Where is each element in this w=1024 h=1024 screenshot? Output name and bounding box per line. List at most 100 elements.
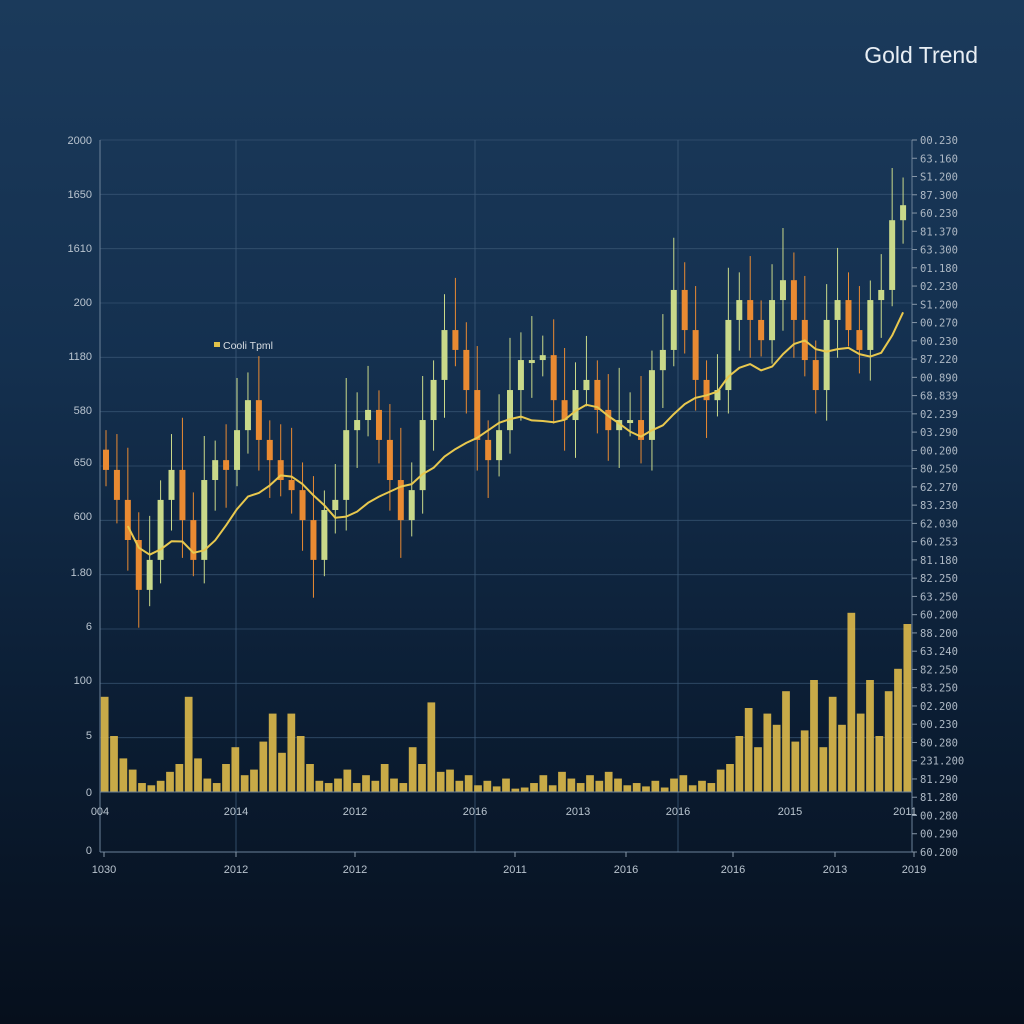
right-tick-label: 82.250 [920,573,958,585]
volume-bar [296,736,305,792]
candle-body [386,439,393,481]
right-tick-label: 62.270 [920,482,958,494]
y-tick-label: 1180 [68,351,92,363]
y-tick-label: 0 [86,787,92,799]
volume-bar [520,787,529,792]
candle-body [736,300,743,320]
volume-bar [548,785,557,792]
right-tick-label: 63.300 [920,245,958,257]
volume-bar [838,724,846,792]
x-tick-label: 2012 [343,864,367,876]
volume-bar [362,775,370,792]
right-tick-label: 81.180 [920,555,958,567]
volume-bar [492,786,501,792]
candle-body [594,379,601,410]
candle-body [725,319,732,391]
x-tick-label: 2013 [823,864,847,876]
candle-body [714,390,721,401]
volume-bar [716,769,725,792]
x-tick-label: 2016 [666,806,690,818]
candle-body [474,390,481,440]
right-tick-label: 03.290 [920,427,958,439]
volume-bar [754,747,762,792]
candle-body [299,490,306,521]
candle-body [441,330,448,380]
right-tick-label: 00.230 [920,135,958,147]
candle-body [244,400,251,431]
candle-body [288,480,295,491]
legend-label: Cooli Tpml [223,340,273,352]
y-tick-label: 200 [74,297,92,309]
candle-body [103,449,109,470]
candle-body [408,490,415,521]
candle-body [670,289,677,350]
candle-body [146,559,153,590]
volume-bar [847,612,856,792]
right-tick-label: 00.280 [920,810,958,822]
volume-bar [212,783,221,792]
x-tick-label: 2012 [343,806,367,818]
x-tick-label: 2012 [224,864,248,876]
volume-bar [698,780,706,792]
right-tick-label: 83.250 [920,683,958,695]
right-tick-label: S1.200 [920,299,958,311]
candle-body [758,319,765,341]
volume-bar [894,668,902,792]
right-tick-label: 63.250 [920,591,958,603]
candle-body [255,400,262,440]
candle-body [212,460,219,481]
volume-bar [184,696,193,792]
volume-bar [810,680,818,792]
candle-body [157,499,164,560]
volume-bar [604,771,613,792]
right-tick-label: 60.253 [920,537,958,549]
right-tick-label: 88.200 [920,628,958,640]
right-tick-label: 68.839 [920,391,958,403]
volume-bar [464,775,473,792]
candle-body [234,430,241,470]
y-tick-label: 1.80 [71,567,92,579]
volume-bar [782,691,790,792]
candle-body [900,205,907,221]
volume-bar [670,778,678,792]
candle-body [638,420,645,440]
right-tick-label: 02.200 [920,701,958,713]
chart-title: Gold Trend [864,42,978,68]
candle-body [135,540,142,590]
x-tick-label: 2015 [778,806,802,818]
right-tick-label: 60.200 [920,847,958,859]
volume-bar [623,785,632,792]
candle-body [583,379,590,391]
volume-bar [390,778,398,792]
candle-body [616,420,623,431]
right-tick-label: 00.230 [920,336,958,348]
x-tick-label: 2011 [503,864,527,876]
right-tick-label: 63.160 [920,153,958,165]
right-tick-label: 82.250 [920,664,958,676]
moving-average-line [126,311,905,556]
volume-bar [147,785,156,792]
legend: Cooli Tpml [214,340,273,352]
volume-bar [483,780,492,792]
candle-body [507,390,513,431]
candle-body [430,379,437,421]
x-tick-label: 004 [91,806,109,818]
volume-bar [418,764,426,792]
y-tick-label: 2000 [68,135,92,147]
volume-bar [707,783,716,792]
candle-body [365,409,372,421]
right-tick-label: 00.200 [920,445,958,457]
candle-body [692,330,699,380]
candle-body [856,330,863,350]
right-tick-label: 62.030 [920,518,958,530]
y-tick-label: 600 [74,511,92,523]
right-tick-label: 60.200 [920,610,958,622]
volume-bar [642,786,650,792]
candle-body [627,420,634,424]
candle-body [321,510,328,560]
volume-bar [408,747,417,792]
candle-body [605,409,612,431]
volume-bar [632,783,641,792]
volume-bar [660,787,669,792]
volume-bar [138,783,146,792]
